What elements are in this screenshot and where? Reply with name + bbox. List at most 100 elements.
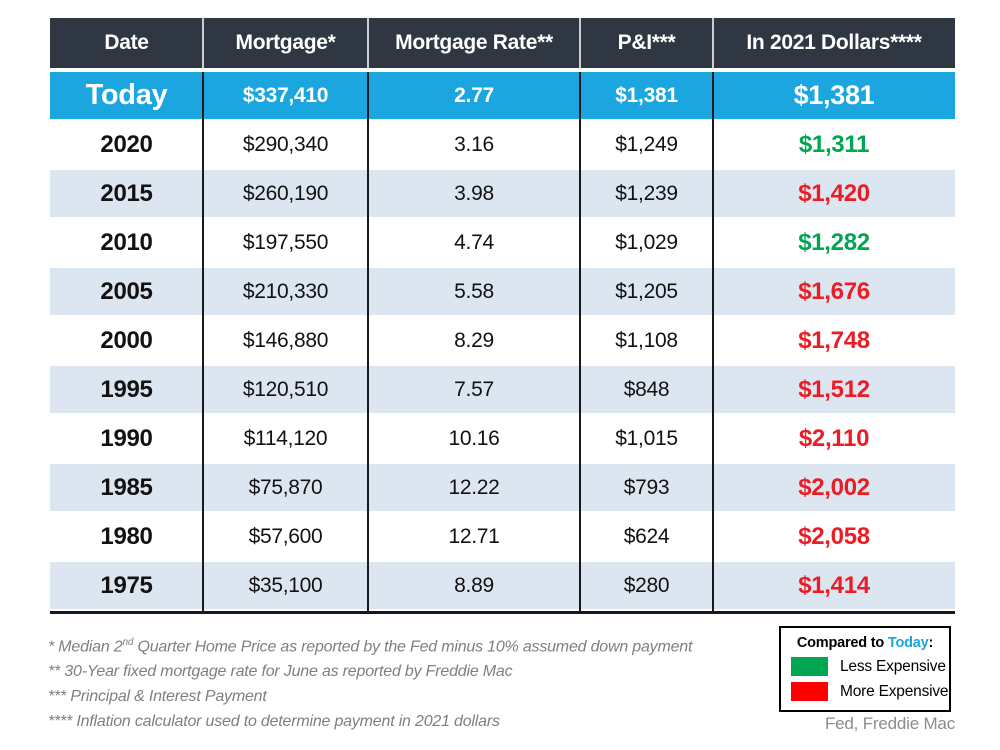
legend-title: Compared to Today: xyxy=(791,635,939,651)
cell-mortgage: $337,410 xyxy=(242,83,329,107)
cell-date: 1985 xyxy=(100,473,153,501)
table-row-2010: 2010 $197,550 4.74 $1,029 $1,282 xyxy=(50,219,955,266)
cell-rate: 10.16 xyxy=(448,426,500,450)
cell-mortgage: $146,880 xyxy=(242,328,329,352)
legend-box: Compared to Today: Less Expensive More E… xyxy=(779,626,951,712)
cell-rate: 12.71 xyxy=(448,524,500,548)
cell-2021-dollars: $1,414 xyxy=(798,571,870,599)
body-column-divider xyxy=(579,72,581,611)
cell-2021-dollars: $1,676 xyxy=(798,277,870,305)
cell-date: 2005 xyxy=(100,277,153,305)
table-row-2015: 2015 $260,190 3.98 $1,239 $1,420 xyxy=(50,170,955,217)
source-attribution: Fed, Freddie Mac xyxy=(824,714,955,733)
cell-date: 1995 xyxy=(100,375,153,403)
cell-mortgage: $75,870 xyxy=(248,475,323,499)
column-header-date: Date xyxy=(104,31,149,54)
cell-date: Today xyxy=(85,79,168,111)
cell-rate: 3.98 xyxy=(454,181,494,205)
body-column-divider xyxy=(712,72,714,611)
table-row-1980: 1980 $57,600 12.71 $624 $2,058 xyxy=(50,513,955,560)
cell-2021-dollars: $1,381 xyxy=(793,80,875,110)
legend-title-today: Today xyxy=(887,635,929,651)
cell-mortgage: $290,340 xyxy=(242,132,329,156)
table-row-today: Today $337,410 2.77 $1,381 $1,381 xyxy=(50,72,955,119)
cell-rate: 7.57 xyxy=(454,377,494,401)
cell-2021-dollars: $2,110 xyxy=(798,424,870,452)
footnote-1-text: * Median 2 xyxy=(48,638,123,656)
legend-label: Less Expensive xyxy=(840,657,946,675)
cell-date: 2000 xyxy=(100,326,153,354)
footnote-1: * Median 2nd Quarter Home Price as repor… xyxy=(48,630,692,659)
legend-title-colon: : xyxy=(928,635,934,651)
body-column-divider xyxy=(367,72,369,611)
table-header-row: Date Mortgage* Mortgage Rate** P&I*** In… xyxy=(50,18,955,68)
table-bottom-border xyxy=(50,611,955,614)
cell-pi: $280 xyxy=(623,573,670,597)
table-row-2020: 2020 $290,340 3.16 $1,249 $1,311 xyxy=(50,121,955,168)
cell-mortgage: $35,100 xyxy=(248,573,323,597)
footnotes: * Median 2nd Quarter Home Price as repor… xyxy=(48,630,692,734)
cell-rate: 8.89 xyxy=(454,573,494,597)
table-row-1985: 1985 $75,870 12.22 $793 $2,002 xyxy=(50,464,955,511)
column-header-pi: P&I*** xyxy=(617,31,676,54)
table-row-1995: 1995 $120,510 7.57 $848 $1,512 xyxy=(50,366,955,413)
cell-date: 1975 xyxy=(100,571,153,599)
cell-pi: $793 xyxy=(623,475,670,499)
legend-item-more-expensive: More Expensive xyxy=(791,682,949,701)
cell-date: 2020 xyxy=(100,130,153,158)
cell-mortgage: $114,120 xyxy=(243,426,328,450)
cell-2021-dollars: $1,512 xyxy=(798,375,870,403)
legend-title-text: Compared to xyxy=(796,635,888,651)
legend-item-less-expensive: Less Expensive xyxy=(791,657,946,676)
cell-date: 2015 xyxy=(100,179,153,207)
cell-2021-dollars: $1,748 xyxy=(798,326,870,354)
cell-2021-dollars: $1,311 xyxy=(798,130,870,158)
cell-pi: $1,108 xyxy=(615,328,678,352)
cell-date: 2010 xyxy=(100,228,153,256)
legend-label: More Expensive xyxy=(840,682,949,700)
red-swatch-icon xyxy=(791,682,828,701)
cell-pi: $624 xyxy=(623,524,670,548)
cell-pi: $1,029 xyxy=(615,230,678,254)
cell-mortgage: $260,190 xyxy=(242,181,329,205)
table-row-1990: 1990 $114,120 10.16 $1,015 $2,110 xyxy=(50,415,955,462)
cell-rate: 8.29 xyxy=(454,328,494,352)
footnote-4: **** Inflation calculator used to determ… xyxy=(48,713,500,731)
header-column-divider xyxy=(367,18,369,68)
cell-rate: 2.77 xyxy=(454,83,494,107)
cell-mortgage: $57,600 xyxy=(248,524,323,548)
cell-rate: 12.22 xyxy=(448,475,500,499)
footnote-1-superscript: nd xyxy=(122,637,134,648)
mortgage-table: Date Mortgage* Mortgage Rate** P&I*** In… xyxy=(50,18,955,614)
footnote-1-text: Quarter Home Price as reported by the Fe… xyxy=(133,638,693,656)
cell-2021-dollars: $2,058 xyxy=(798,522,870,550)
cell-rate: 4.74 xyxy=(454,230,494,254)
table-row-1975: 1975 $35,100 8.89 $280 $1,414 xyxy=(50,562,955,609)
cell-2021-dollars: $2,002 xyxy=(798,473,870,501)
cell-pi: $1,239 xyxy=(615,181,678,205)
cell-pi: $1,249 xyxy=(615,132,678,156)
footnote-3: *** Principal & Interest Payment xyxy=(48,688,267,706)
green-swatch-icon xyxy=(791,657,828,676)
cell-2021-dollars: $1,282 xyxy=(798,228,870,256)
cell-rate: 5.58 xyxy=(454,279,494,303)
cell-pi: $1,015 xyxy=(615,426,678,450)
cell-mortgage: $197,550 xyxy=(242,230,329,254)
cell-date: 1980 xyxy=(100,522,153,550)
column-header-mortgage: Mortgage* xyxy=(235,31,336,54)
header-column-divider xyxy=(579,18,581,68)
cell-date: 1990 xyxy=(100,424,153,452)
table-row-2005: 2005 $210,330 5.58 $1,205 $1,676 xyxy=(50,268,955,315)
cell-2021-dollars: $1,420 xyxy=(798,179,870,207)
table-row-2000: 2000 $146,880 8.29 $1,108 $1,748 xyxy=(50,317,955,364)
cell-pi: $848 xyxy=(623,377,670,401)
cell-pi: $1,205 xyxy=(615,279,678,303)
cell-rate: 3.16 xyxy=(454,132,494,156)
cell-mortgage: $120,510 xyxy=(242,377,329,401)
cell-pi: $1,381 xyxy=(615,83,678,107)
header-column-divider xyxy=(712,18,714,68)
column-header-2021-dollars: In 2021 Dollars**** xyxy=(746,31,922,54)
header-column-divider xyxy=(202,18,204,68)
body-column-divider xyxy=(202,72,204,611)
